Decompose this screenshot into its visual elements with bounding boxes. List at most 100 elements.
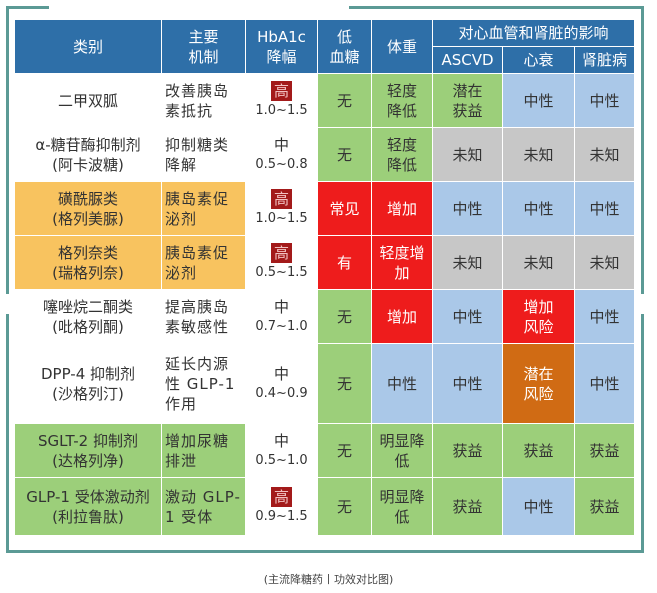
weight-cell: 轻度增 加: [371, 235, 433, 290]
hba1c-range: 0.7~1.0: [255, 318, 308, 334]
frame-gap: [639, 294, 645, 314]
weight-cell-text: 中性: [386, 374, 417, 393]
hypoglycemia-cell: 有: [317, 235, 372, 290]
kidney-cell-text: 获益: [589, 497, 620, 516]
hypoglycemia-cell: 常见: [317, 181, 372, 236]
weight-cell: 明显降 低: [371, 477, 433, 536]
hypoglycemia-cell: 无: [317, 289, 372, 344]
mechanism-cell-text: 激动 GLP- 1 受体: [165, 487, 241, 526]
hba1c-cell: 中 0.4~0.9: [245, 343, 318, 424]
header-cv-kidney: 对心血管和肾脏的影响: [432, 19, 635, 47]
ascvd-cell-text: 潜在 获益: [452, 81, 483, 120]
hypoglycemia-cell-text: 常见: [329, 199, 360, 218]
hba1c-cell: 高 0.9~1.5: [245, 477, 318, 536]
comparison-table: 类别 主要 机制 HbA1c 降幅 低 血糖 体重 对心血管和肾脏的影响 ASC…: [14, 19, 635, 536]
drug-class-cell-text: DPP-4 抑制剂 (沙格列汀): [40, 364, 136, 403]
mechanism-cell-text: 改善胰岛 素抵抗: [165, 81, 230, 120]
drug-class-cell-text: 磺酰脲类 (格列美脲): [52, 189, 124, 228]
ascvd-cell: 中性: [432, 181, 503, 236]
hba1c-cell: 高 0.5~1.5: [245, 235, 318, 290]
heart-failure-cell-text: 未知: [523, 145, 554, 164]
kidney-cell-text: 获益: [589, 441, 620, 460]
kidney-cell-text: 中性: [589, 307, 620, 326]
weight-cell-text: 增加: [386, 307, 417, 326]
kidney-cell-text: 未知: [589, 253, 620, 272]
ascvd-cell-text: 中性: [452, 199, 483, 218]
hba1c-level: 中: [273, 431, 289, 450]
table-row: GLP-1 受体激动剂 (利拉鲁肽) 激动 GLP- 1 受体高 0.9~1.5 无明…: [14, 477, 635, 536]
kidney-cell: 未知: [574, 235, 635, 290]
kidney-cell-text: 中性: [589, 91, 620, 110]
ascvd-cell: 中性: [432, 289, 503, 344]
hba1c-range: 0.5~1.5: [255, 264, 308, 280]
weight-cell: 明显降 低: [371, 423, 433, 478]
mechanism-cell: 提高胰岛 素敏感性: [161, 289, 246, 344]
header-heart-failure: 心衰: [502, 46, 575, 74]
mechanism-cell-text: 胰岛素促 泌剂: [165, 243, 230, 282]
hypoglycemia-cell: 无: [317, 477, 372, 536]
mechanism-cell-text: 抑制糖类 降解: [165, 135, 230, 174]
hypoglycemia-cell-text: 无: [336, 145, 352, 164]
mechanism-cell-text: 延长内源 性 GLP-1 作用: [165, 354, 236, 413]
drug-class-cell-text: α-糖苷酶抑制剂 (阿卡波糖): [35, 135, 141, 174]
header-ascvd: ASCVD: [432, 46, 503, 74]
ascvd-cell-text: 获益: [452, 497, 483, 516]
weight-cell: 轻度 降低: [371, 127, 433, 182]
header-weight: 体重: [371, 19, 433, 74]
weight-cell: 轻度 降低: [371, 73, 433, 128]
header-class: 类别: [14, 19, 162, 74]
header-hba1c: HbA1c 降幅: [245, 19, 318, 74]
hba1c-level: 高: [270, 486, 292, 507]
kidney-cell: 中性: [574, 73, 635, 128]
hypoglycemia-cell-text: 无: [336, 91, 352, 110]
mechanism-cell-text: 增加尿糖 排泄: [165, 431, 230, 470]
drug-class-cell: SGLT-2 抑制剂 (达格列净): [14, 423, 162, 478]
table-row: 二甲双胍 改善胰岛 素抵抗高 1.0~1.5 无轻度 降低 潜在 获益 中性 中性: [14, 73, 635, 128]
hypoglycemia-cell: 无: [317, 423, 372, 478]
kidney-cell: 获益: [574, 423, 635, 478]
weight-cell: 增加: [371, 181, 433, 236]
hba1c-level: 高: [270, 188, 292, 209]
hypoglycemia-cell: 无: [317, 343, 372, 424]
hba1c-range: 0.5~0.8: [255, 156, 308, 172]
hba1c-level: 中: [273, 364, 289, 383]
drug-class-cell: 磺酰脲类 (格列美脲): [14, 181, 162, 236]
drug-class-cell-text: 格列奈类 (瑞格列奈): [52, 243, 124, 282]
weight-cell: 增加: [371, 289, 433, 344]
hypoglycemia-cell: 无: [317, 127, 372, 182]
header-mechanism: 主要 机制: [161, 19, 246, 74]
heart-failure-cell-text: 增加 风险: [523, 297, 554, 336]
hba1c-cell: 中 0.5~1.0: [245, 423, 318, 478]
drug-class-cell-text: 噻唑烷二酮类 (吡格列酮): [42, 297, 133, 336]
weight-cell-text: 增加: [386, 199, 417, 218]
heart-failure-cell: 未知: [502, 127, 575, 182]
heart-failure-cell: 增加 风险: [502, 289, 575, 344]
heart-failure-cell-text: 潜在 风险: [523, 364, 554, 403]
hba1c-range: 1.0~1.5: [255, 210, 308, 226]
weight-cell: 中性: [371, 343, 433, 424]
mechanism-cell: 激动 GLP- 1 受体: [161, 477, 246, 536]
table-row: SGLT-2 抑制剂 (达格列净) 增加尿糖 排泄 中 0.5~1.0 无 明显降 低 获益…: [14, 423, 635, 478]
hypoglycemia-cell-text: 有: [336, 253, 352, 272]
kidney-cell-text: 中性: [589, 374, 620, 393]
ascvd-cell: 未知: [432, 127, 503, 182]
mechanism-cell: 胰岛素促 泌剂: [161, 181, 246, 236]
heart-failure-cell: 中性: [502, 73, 575, 128]
ascvd-cell: 获益: [432, 423, 503, 478]
hba1c-level: 中: [273, 135, 289, 154]
ascvd-cell-text: 中性: [452, 374, 483, 393]
mechanism-cell: 增加尿糖 排泄: [161, 423, 246, 478]
header-hypoglycemia: 低 血糖: [317, 19, 372, 74]
mechanism-cell: 延长内源 性 GLP-1 作用: [161, 343, 246, 424]
ascvd-cell: 中性: [432, 343, 503, 424]
hypoglycemia-cell-text: 无: [336, 374, 352, 393]
mechanism-cell: 胰岛素促 泌剂: [161, 235, 246, 290]
heart-failure-cell: 未知: [502, 235, 575, 290]
hba1c-level: 高: [270, 80, 292, 101]
mechanism-cell-text: 提高胰岛 素敏感性: [165, 297, 230, 336]
drug-class-cell: GLP-1 受体激动剂 (利拉鲁肽): [14, 477, 162, 536]
drug-class-cell: 格列奈类 (瑞格列奈): [14, 235, 162, 290]
hba1c-cell: 高 1.0~1.5: [245, 73, 318, 128]
heart-failure-cell: 获益: [502, 423, 575, 478]
heart-failure-cell-text: 中性: [523, 91, 554, 110]
